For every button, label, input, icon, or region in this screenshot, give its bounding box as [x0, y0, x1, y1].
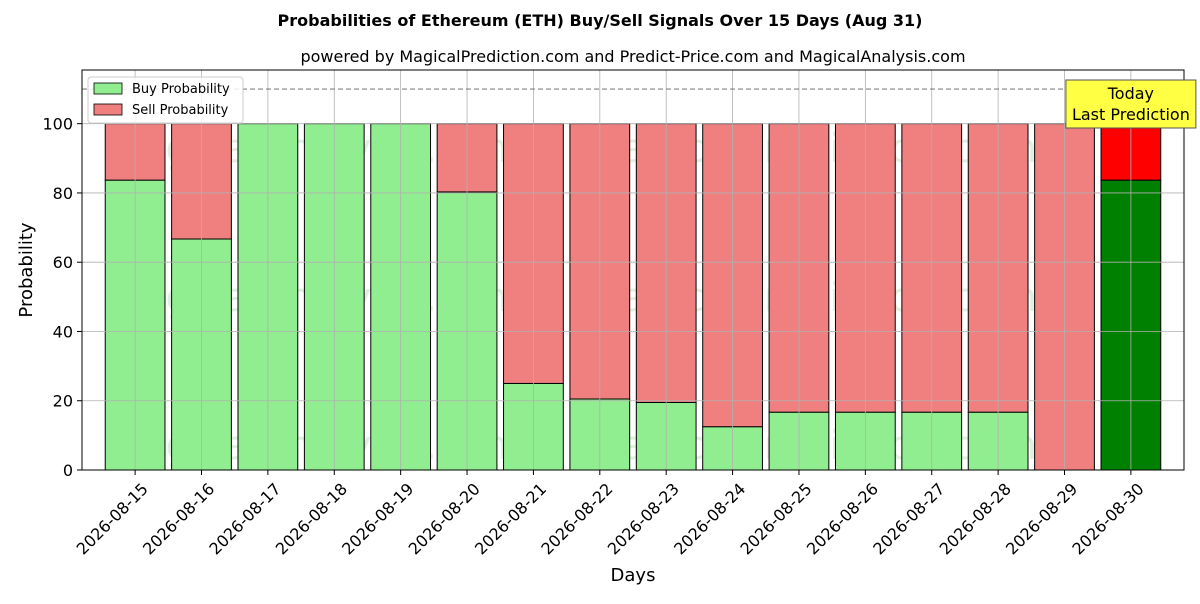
- y-tick-label: 80: [53, 184, 73, 203]
- legend-label: Sell Probability: [132, 103, 229, 118]
- chart-title: Probabilities of Ethereum (ETH) Buy/Sell…: [278, 11, 923, 30]
- y-tick-label: 60: [53, 253, 73, 272]
- legend-label: Buy Probability: [132, 82, 230, 97]
- legend-swatch: [93, 82, 123, 95]
- y-tick-label: 0: [63, 461, 73, 480]
- x-axis-label: Days: [611, 565, 656, 586]
- legend-box: [87, 76, 244, 124]
- annotation-text: Today: [1107, 84, 1154, 103]
- legend-swatch: [93, 103, 123, 116]
- legend: Buy Probability Sell Probability: [87, 76, 244, 124]
- plot-area: MagicalAnalysis.comMagicalPrediction.com…: [42, 69, 1197, 558]
- annotation-box: [1065, 79, 1197, 129]
- y-tick-label: 20: [53, 392, 73, 411]
- annotation-text: Last Prediction: [1072, 105, 1190, 124]
- x-tick-label: 2026-08-30: [1068, 479, 1147, 558]
- plot-frame: [81, 69, 1185, 471]
- chart-subtitle: powered by MagicalPrediction.com and Pre…: [300, 47, 965, 66]
- y-tick-label: 40: [53, 322, 73, 341]
- y-axis-label: Probability: [16, 222, 37, 317]
- annotation: Today Last Prediction: [1065, 79, 1197, 129]
- y-tick-label: 100: [42, 115, 73, 134]
